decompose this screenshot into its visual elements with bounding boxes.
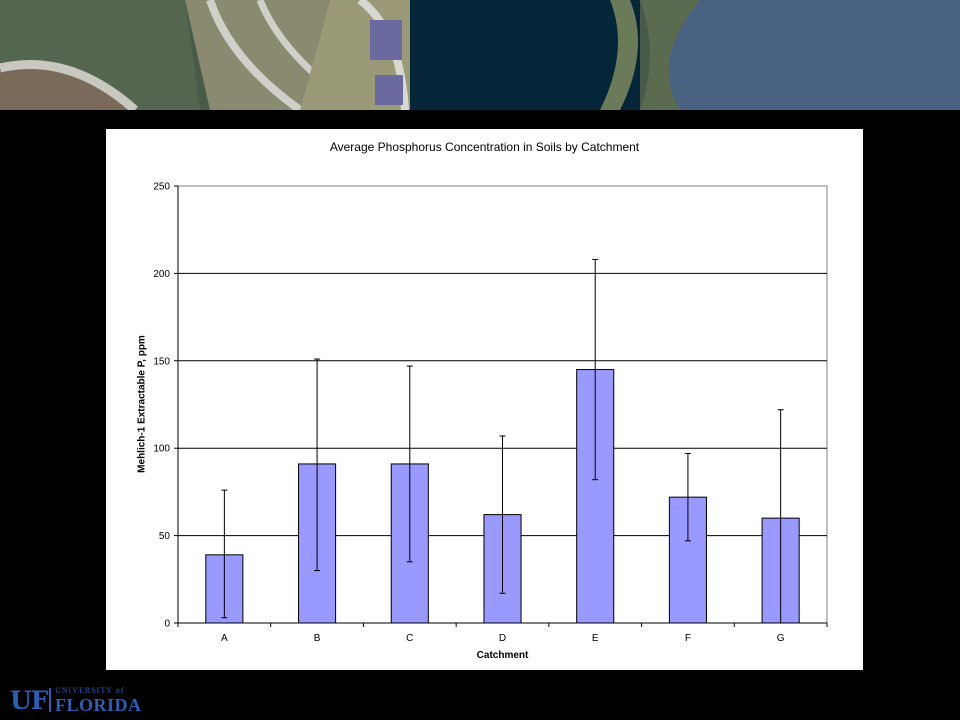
logo-uf-letters: UF — [10, 686, 49, 715]
bar-chart: 0 50 100 150 200 250 A B C D E F G — [153, 182, 828, 644]
y-tick-label: 50 — [159, 531, 171, 542]
x-tick-label: A — [221, 633, 228, 644]
y-axis-title-text: Mehlich-1 Extractable P, ppm — [136, 335, 148, 473]
chart-title: Average Phosphorus Concentration in Soil… — [329, 140, 640, 154]
y-tick-label: 250 — [153, 182, 170, 193]
chart-panel: 0 50 100 150 200 250 A B C D E F G Average Phosphoru… — [106, 129, 863, 670]
x-tick-label: G — [777, 633, 785, 644]
aerial-map-image — [0, 0, 960, 110]
x-tick-label: F — [685, 633, 691, 644]
y-tick-label: 100 — [153, 444, 170, 455]
logo-divider — [49, 688, 51, 712]
map-banner — [0, 0, 960, 110]
x-tick-label: C — [406, 633, 413, 644]
x-axis-title: Catchment — [476, 650, 529, 661]
logo-florida-text: FLORIDA — [55, 695, 142, 715]
y-tick-label: 0 — [164, 619, 170, 630]
uf-logo: UF UNIVERSITY of FLORIDA — [10, 686, 150, 715]
logo-university-text: UNIVERSITY of — [55, 686, 125, 695]
bar-E — [576, 369, 615, 624]
y-tick-label: 200 — [153, 269, 170, 280]
x-tick-label: D — [499, 633, 506, 644]
y-tick-label: 150 — [153, 356, 170, 367]
x-tick-label: E — [592, 633, 599, 644]
x-tick-label: B — [314, 633, 321, 644]
